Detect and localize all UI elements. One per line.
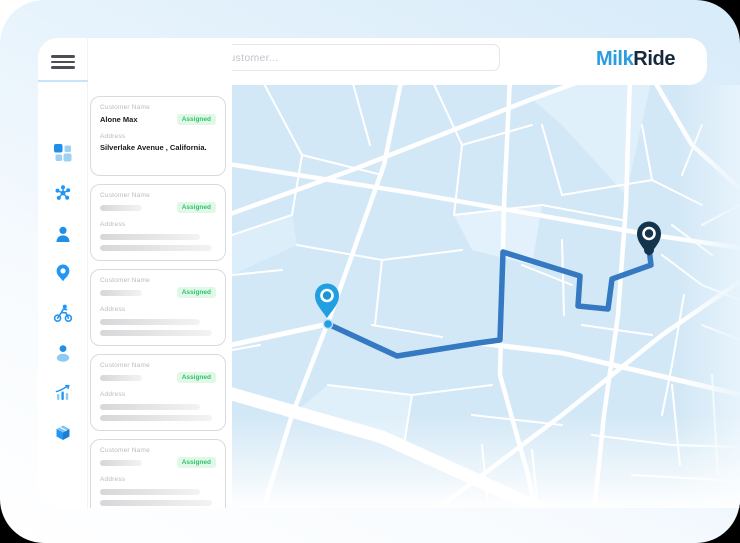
delivery-route (325, 245, 654, 359)
customer-name-label: Customer Name (100, 104, 150, 111)
sidebar-divider (38, 80, 88, 82)
address-placeholder-bar (100, 330, 212, 336)
name-placeholder-bar (100, 289, 142, 296)
customer-name-label: Customer Name (100, 277, 150, 284)
address-placeholder-bar (100, 245, 212, 251)
package-icon[interactable] (52, 422, 74, 444)
origin-pin[interactable] (315, 283, 339, 330)
menu-toggle-button[interactable] (51, 55, 75, 69)
name-placeholder-bar (100, 459, 142, 466)
name-placeholder-bar (100, 374, 142, 381)
customer-name-label: Customer Name (100, 362, 150, 369)
customer-icon[interactable] (52, 342, 74, 364)
customer-card[interactable]: Customer Name Assigned Address (90, 269, 226, 346)
address-label: Address (100, 306, 126, 313)
address-label: Address (100, 391, 126, 398)
customer-name-label: Customer Name (100, 447, 150, 454)
destination-pin[interactable] (637, 221, 661, 257)
delivery-cyclist-icon[interactable] (52, 302, 74, 324)
address-label: Address (100, 221, 126, 228)
address-placeholder-bar (100, 234, 200, 240)
customer-address: Silverlake Avenue , California. (100, 143, 207, 152)
customer-card[interactable]: Customer Name Alone Max Assigned Address… (90, 96, 226, 176)
map-canvas[interactable] (232, 85, 740, 508)
address-label: Address (100, 133, 126, 140)
analytics-icon[interactable] (52, 382, 74, 404)
status-badge: Assigned (176, 287, 216, 298)
driver-icon[interactable] (52, 224, 74, 246)
address-placeholder-bar (100, 404, 200, 410)
customer-name-label: Customer Name (100, 192, 150, 199)
address-label: Address (100, 476, 126, 483)
status-badge: Assigned (176, 202, 216, 213)
map-svg (232, 85, 740, 508)
dashboard-icon[interactable] (52, 142, 74, 164)
customer-name: Alone Max (100, 115, 138, 124)
network-hub-icon[interactable] (52, 182, 74, 204)
customer-card[interactable]: Customer Name Assigned Address (90, 354, 226, 431)
address-placeholder-bar (100, 319, 200, 325)
name-placeholder-bar (100, 204, 142, 211)
sidebar (38, 38, 88, 508)
address-placeholder-bar (100, 489, 200, 495)
status-badge: Assigned (176, 457, 216, 468)
customer-card[interactable]: Customer Name Assigned Address (90, 184, 226, 261)
logo-ride: Ride (633, 48, 676, 70)
location-pin-icon[interactable] (52, 262, 74, 284)
logo-milk: Milk (596, 48, 634, 70)
app-logo: MilkRide (596, 48, 706, 71)
left-panel: Customer Name Alone Max Assigned Address… (38, 38, 232, 508)
address-placeholder-bar (100, 500, 212, 506)
customer-list: Customer Name Alone Max Assigned Address… (90, 96, 226, 508)
customer-card[interactable]: Customer Name Assigned Address (90, 439, 226, 508)
status-badge: Assigned (176, 114, 216, 125)
status-badge: Assigned (176, 372, 216, 383)
address-placeholder-bar (100, 415, 212, 421)
